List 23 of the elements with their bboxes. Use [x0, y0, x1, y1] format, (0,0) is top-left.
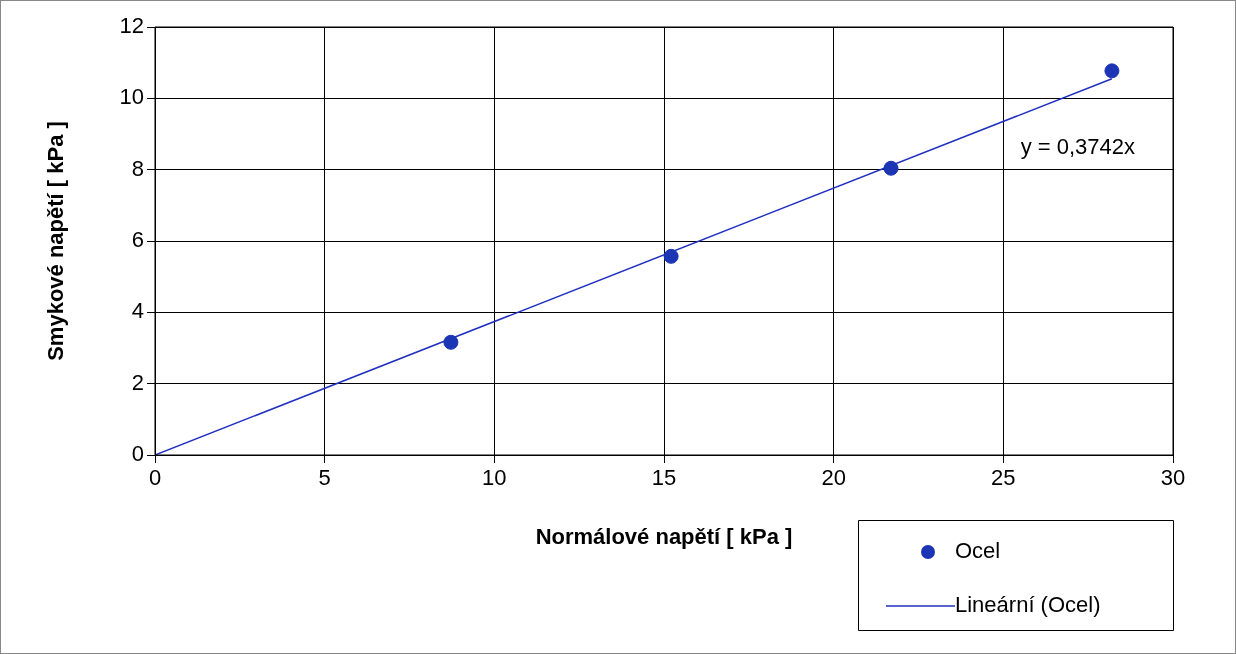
- x-tick-label: 20: [821, 465, 846, 491]
- legend-label: Ocel: [955, 538, 1001, 564]
- y-tick-label: 12: [119, 13, 144, 39]
- point: [443, 334, 459, 350]
- point: [883, 160, 899, 176]
- legend-label: Lineární (Ocel): [955, 592, 1101, 618]
- y-tick-label: 10: [119, 84, 144, 110]
- x-tick-label: 5: [318, 465, 331, 491]
- x-tick-label: 30: [1160, 465, 1186, 491]
- x-tick-label: 25: [991, 465, 1016, 491]
- y-tick-label: 8: [131, 155, 144, 181]
- y-axis-title: Smykové napětí [ kPa ]: [43, 121, 69, 361]
- y-tick-label: 0: [131, 441, 144, 467]
- y-tick-label: 6: [131, 227, 144, 253]
- y-tick-label: 2: [131, 369, 144, 395]
- point: [1104, 63, 1120, 79]
- x-tick-label: 0: [148, 465, 162, 491]
- x-tick-label: 15: [651, 465, 677, 491]
- y-tick-label: 4: [131, 298, 144, 324]
- point: [663, 248, 679, 264]
- x-tick-label: 10: [482, 465, 507, 491]
- x-axis-title: Normálové napětí [ kPa ]: [535, 523, 793, 549]
- annotation: y = 0,3742x: [1020, 134, 1135, 160]
